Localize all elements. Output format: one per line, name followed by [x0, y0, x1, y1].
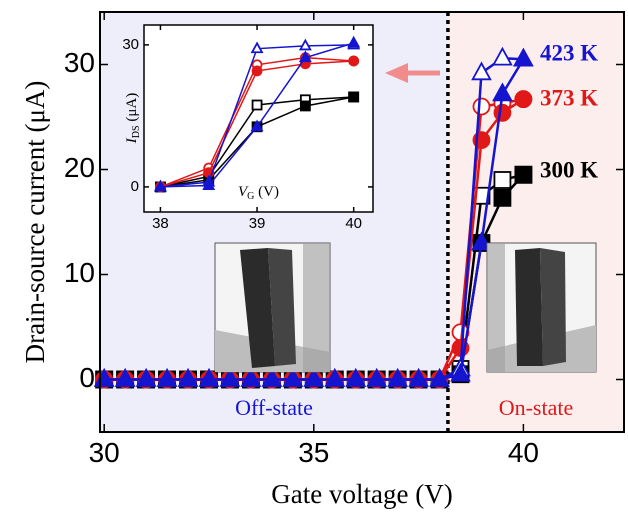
temperature-label: 423 K	[540, 40, 598, 65]
marker	[261, 368, 283, 387]
marker	[114, 368, 136, 387]
marker	[471, 61, 492, 81]
y-tick-label: 30	[64, 47, 95, 78]
marker	[472, 97, 491, 116]
device-image-off	[214, 242, 331, 373]
plot-content: Off-state On-state 30 35 40 0 10 20 30 Gate volta…	[20, 11, 625, 509]
marker	[153, 179, 167, 192]
temperature-label: 300 K	[540, 157, 598, 182]
marker	[298, 38, 312, 51]
marker	[492, 82, 513, 102]
marker	[198, 368, 220, 387]
marker	[240, 368, 262, 387]
marker	[366, 368, 387, 387]
series	[153, 35, 361, 192]
marker	[408, 368, 429, 387]
marker	[471, 231, 492, 251]
marker	[493, 103, 512, 122]
y-tick-label: 10	[64, 257, 95, 288]
marker	[348, 55, 360, 67]
marker	[324, 368, 346, 387]
marker	[251, 65, 263, 77]
arrow	[385, 63, 440, 83]
marker	[219, 368, 241, 387]
marker	[303, 368, 325, 387]
x-tick-label: 35	[298, 437, 329, 468]
device-image-on	[486, 242, 597, 373]
marker	[493, 188, 512, 207]
marker	[514, 165, 533, 184]
region-label: On-state	[499, 395, 574, 420]
y-axis-label: IDS (μA)	[124, 93, 142, 144]
marker	[450, 362, 471, 382]
y-axis-label-part: DS	[131, 125, 142, 138]
x-axis-label-part: (V)	[254, 184, 279, 200]
x-tick-label: 38	[152, 215, 169, 232]
series	[93, 47, 534, 387]
decorations	[214, 63, 597, 373]
marker	[202, 178, 216, 190]
x-axis-label-part: V	[238, 184, 249, 200]
x-tick-label: 40	[508, 437, 539, 468]
temperature-label: 373 K	[540, 85, 598, 110]
marker	[345, 368, 367, 387]
marker	[299, 100, 311, 112]
y-tick-label: 0	[131, 178, 139, 195]
x-tick-label: 40	[345, 215, 362, 232]
marker	[135, 368, 157, 387]
y-tick-label: 20	[64, 152, 95, 183]
marker	[514, 90, 533, 109]
y-tick-label: 30	[122, 36, 139, 53]
marker	[250, 41, 264, 54]
marker	[387, 368, 408, 387]
marker	[513, 47, 534, 67]
y-axis-label: Drain-source current (μA)	[20, 81, 50, 364]
x-tick-label: 30	[89, 437, 120, 468]
y-axis-label-part: (μA)	[124, 93, 140, 126]
x-tick-label: 39	[249, 215, 266, 232]
marker	[177, 368, 199, 387]
y-tick-label: 0	[79, 362, 95, 393]
marker	[429, 368, 450, 387]
x-axis-label: VG (V)	[238, 184, 279, 202]
y-axis-label-part: I	[124, 137, 140, 144]
x-axis-label-part: G	[247, 191, 254, 202]
region-label: Off-state	[235, 395, 313, 420]
marker	[347, 35, 361, 48]
marker	[493, 171, 512, 189]
marker	[492, 46, 513, 66]
marker	[156, 368, 178, 387]
marker	[298, 50, 312, 63]
marker	[250, 119, 264, 132]
marker	[282, 368, 304, 387]
x-axis-label: Gate voltage (V)	[271, 479, 452, 509]
plot-frame	[99, 11, 625, 433]
marker	[251, 99, 263, 111]
marker	[348, 91, 360, 103]
plot-frame	[143, 24, 374, 213]
